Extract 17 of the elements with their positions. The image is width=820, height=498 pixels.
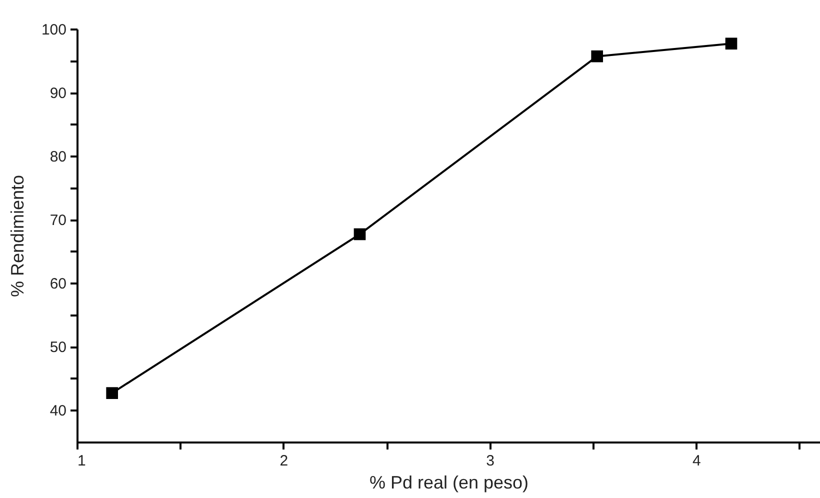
x-tick-label: 2 [280, 452, 288, 470]
x-tick-label: 4 [692, 452, 701, 470]
y-tick-label: 90 [50, 85, 66, 102]
point [725, 38, 738, 50]
y-tick-label: 60 [50, 276, 66, 293]
y-tick-label: 100 [41, 22, 66, 38]
y-tick-label: 70 [50, 212, 66, 230]
point [106, 387, 118, 399]
x-tick-label: 1 [78, 452, 86, 470]
x-tick-label: 3 [486, 452, 494, 470]
y-axis-title: % Rendimiento [7, 174, 28, 298]
y-tick-label: 80 [50, 148, 66, 166]
y-tick-label: 50 [50, 339, 66, 356]
point [354, 228, 366, 240]
y-tick-label: 40 [50, 402, 66, 420]
x-axis-title: % Pd real (en peso) [369, 472, 529, 492]
point [591, 50, 604, 62]
